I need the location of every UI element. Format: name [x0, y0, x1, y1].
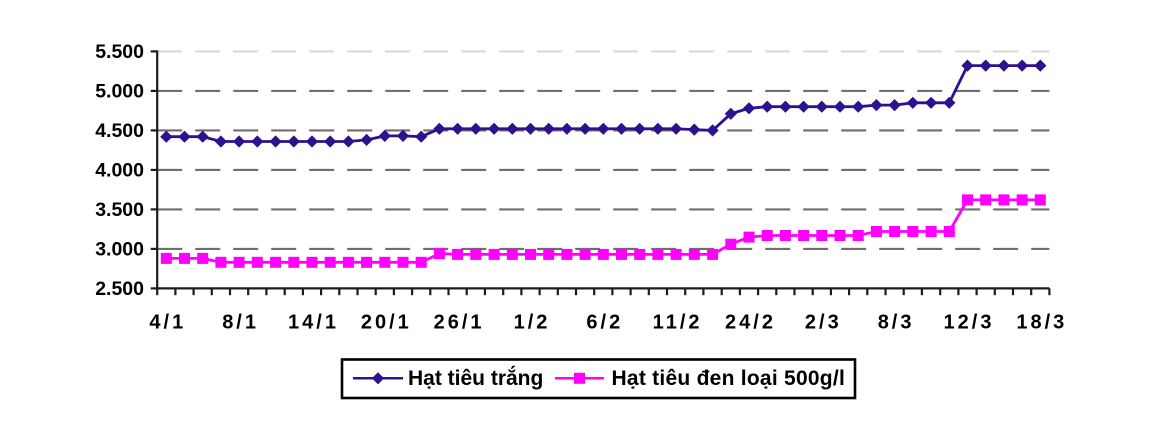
svg-text:4/1: 4/1 [149, 312, 186, 334]
svg-text:24/2: 24/2 [725, 312, 776, 334]
svg-text:26/1: 26/1 [434, 312, 485, 334]
svg-text:12/3: 12/3 [944, 312, 995, 334]
svg-text:4.000: 4.000 [95, 160, 144, 182]
svg-text:6/2: 6/2 [586, 312, 623, 334]
svg-text:2.500: 2.500 [95, 278, 144, 300]
svg-text:14/1: 14/1 [288, 312, 339, 334]
svg-text:18/3: 18/3 [1016, 312, 1067, 334]
svg-text:1/2: 1/2 [514, 312, 551, 334]
svg-text:2/3: 2/3 [805, 312, 842, 334]
svg-text:5.500: 5.500 [95, 41, 144, 63]
svg-text:20/1: 20/1 [361, 312, 412, 334]
svg-text:Hạt tiêu trắng: Hạt tiêu trắng [408, 366, 543, 390]
svg-text:8/1: 8/1 [222, 312, 259, 334]
svg-text:Hạt tiêu đen loại 500g/l: Hạt tiêu đen loại 500g/l [612, 367, 846, 390]
svg-text:3.000: 3.000 [95, 239, 144, 261]
svg-text:8/3: 8/3 [878, 312, 915, 334]
svg-text:3.500: 3.500 [95, 199, 144, 221]
svg-text:4.500: 4.500 [95, 120, 144, 142]
svg-text:11/2: 11/2 [653, 312, 703, 334]
svg-text:5.000: 5.000 [95, 81, 144, 103]
